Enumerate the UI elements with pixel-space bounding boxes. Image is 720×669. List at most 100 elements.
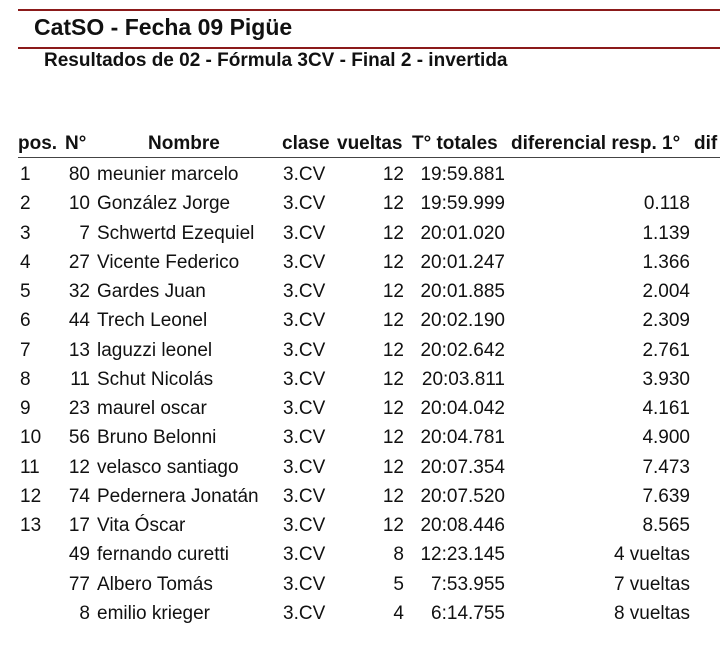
laps-cell: 12 xyxy=(382,368,404,390)
class-cell: 3.CV xyxy=(283,427,326,449)
number-cell: 13 xyxy=(68,339,90,361)
name-cell: Vita Óscar xyxy=(97,515,186,536)
difference-cell: 1.139 xyxy=(642,222,690,244)
difference-cell: 2.309 xyxy=(642,310,690,332)
pos-cell: 7 xyxy=(20,339,31,361)
total-time-cell: 20:01.885 xyxy=(420,281,505,302)
header-rule xyxy=(18,157,720,158)
pos-cell: 11 xyxy=(20,456,40,478)
subtitle: Resultados de 02 - Fórmula 3CV - Final 2… xyxy=(44,50,508,71)
laps-cell: 12 xyxy=(382,515,404,536)
name-cell: emilio krieger xyxy=(97,602,210,624)
title: CatSO - Fecha 09 Pigüe xyxy=(34,14,293,40)
total-time-cell: 20:01.020 xyxy=(420,222,505,244)
difference-cell: 7.473 xyxy=(642,456,690,478)
name-cell: maurel oscar xyxy=(97,398,207,419)
laps-cell: 12 xyxy=(382,281,404,302)
number-cell: 23 xyxy=(68,398,90,419)
difference-cell: 0.118 xyxy=(643,193,690,215)
number-cell: 49 xyxy=(68,544,90,566)
column-header: dif xyxy=(694,133,718,154)
difference-cell: 4 vueltas xyxy=(613,544,690,566)
number-cell: 32 xyxy=(68,281,90,302)
total-time-cell: 19:59.999 xyxy=(420,193,505,215)
laps-cell: 4 xyxy=(393,602,404,624)
pos-cell: 6 xyxy=(20,310,31,332)
number-cell: 8 xyxy=(79,602,90,624)
laps-cell: 12 xyxy=(382,427,404,449)
column-header: pos. xyxy=(18,133,58,154)
total-time-cell: 19:59.881 xyxy=(420,164,505,185)
pos-cell: 1 xyxy=(20,164,31,185)
total-time-cell: 20:03.811 xyxy=(421,368,505,390)
total-time-cell: 7:53.955 xyxy=(431,573,505,595)
total-time-cell: 20:08.446 xyxy=(420,515,505,536)
class-cell: 3.CV xyxy=(283,222,326,244)
number-cell: 56 xyxy=(68,427,90,449)
difference-cell: 2.761 xyxy=(642,339,690,361)
column-header: diferencial resp. 1° xyxy=(511,133,681,154)
name-cell: Schut Nicolás xyxy=(97,368,214,390)
number-cell: 7 xyxy=(79,222,90,244)
difference-cell: 4.161 xyxy=(642,398,690,419)
difference-cell: 4.900 xyxy=(642,427,690,449)
title-rule xyxy=(18,47,720,49)
name-cell: Schwertd Ezequiel xyxy=(97,222,255,244)
laps-cell: 12 xyxy=(382,456,404,478)
total-time-cell: 20:07.520 xyxy=(420,485,505,507)
laps-cell: 12 xyxy=(382,398,404,419)
name-cell: velasco santiago xyxy=(97,456,239,478)
laps-cell: 12 xyxy=(382,222,404,244)
pos-cell: 4 xyxy=(20,251,31,273)
column-header: vueltas xyxy=(337,133,403,154)
difference-cell: 3.930 xyxy=(642,368,690,390)
class-cell: 3.CV xyxy=(283,310,326,332)
laps-cell: 5 xyxy=(393,573,404,595)
laps-cell: 12 xyxy=(382,485,404,507)
difference-cell: 1.366 xyxy=(642,251,690,273)
number-cell: 17 xyxy=(68,515,90,536)
class-cell: 3.CV xyxy=(283,193,326,215)
laps-cell: 12 xyxy=(382,251,404,273)
number-cell: 27 xyxy=(68,251,90,273)
pos-cell: 9 xyxy=(20,398,31,419)
difference-cell: 2.004 xyxy=(642,281,690,302)
top-rule xyxy=(18,9,720,11)
class-cell: 3.CV xyxy=(283,339,326,361)
pos-cell: 3 xyxy=(20,222,31,244)
column-header: N° xyxy=(65,133,87,154)
number-cell: 12 xyxy=(68,456,90,478)
pos-cell: 2 xyxy=(20,193,31,215)
name-cell: Bruno Belonni xyxy=(97,427,217,449)
number-cell: 80 xyxy=(68,164,90,185)
total-time-cell: 20:07.354 xyxy=(420,456,505,478)
class-cell: 3.CV xyxy=(283,281,326,302)
total-time-cell: 20:02.642 xyxy=(420,339,505,361)
class-cell: 3.CV xyxy=(283,456,326,478)
name-cell: Pedernera Jonatán xyxy=(97,485,259,507)
total-time-cell: 6:14.755 xyxy=(431,602,505,624)
difference-cell: 7.639 xyxy=(642,485,690,507)
laps-cell: 12 xyxy=(382,164,404,185)
total-time-cell: 20:04.042 xyxy=(420,398,505,419)
class-cell: 3.CV xyxy=(283,573,326,595)
laps-cell: 12 xyxy=(382,310,404,332)
number-cell: 74 xyxy=(68,485,90,507)
name-cell: Trech Leonel xyxy=(97,310,208,332)
difference-cell: 8 vueltas xyxy=(613,602,690,624)
pos-cell: 5 xyxy=(20,281,31,302)
name-cell: Gardes Juan xyxy=(97,281,206,302)
pos-cell: 12 xyxy=(20,485,42,507)
total-time-cell: 20:04.781 xyxy=(420,427,505,449)
name-cell: Vicente Federico xyxy=(97,251,240,273)
laps-cell: 12 xyxy=(382,193,404,215)
difference-cell: 7 vueltas xyxy=(613,573,690,595)
column-header: T° totales xyxy=(412,133,498,154)
pos-cell: 13 xyxy=(20,515,42,536)
class-cell: 3.CV xyxy=(283,251,326,273)
pos-cell: 10 xyxy=(20,427,42,449)
class-cell: 3.CV xyxy=(283,368,326,390)
number-cell: 11 xyxy=(70,368,90,390)
total-time-cell: 12:23.145 xyxy=(420,544,505,566)
